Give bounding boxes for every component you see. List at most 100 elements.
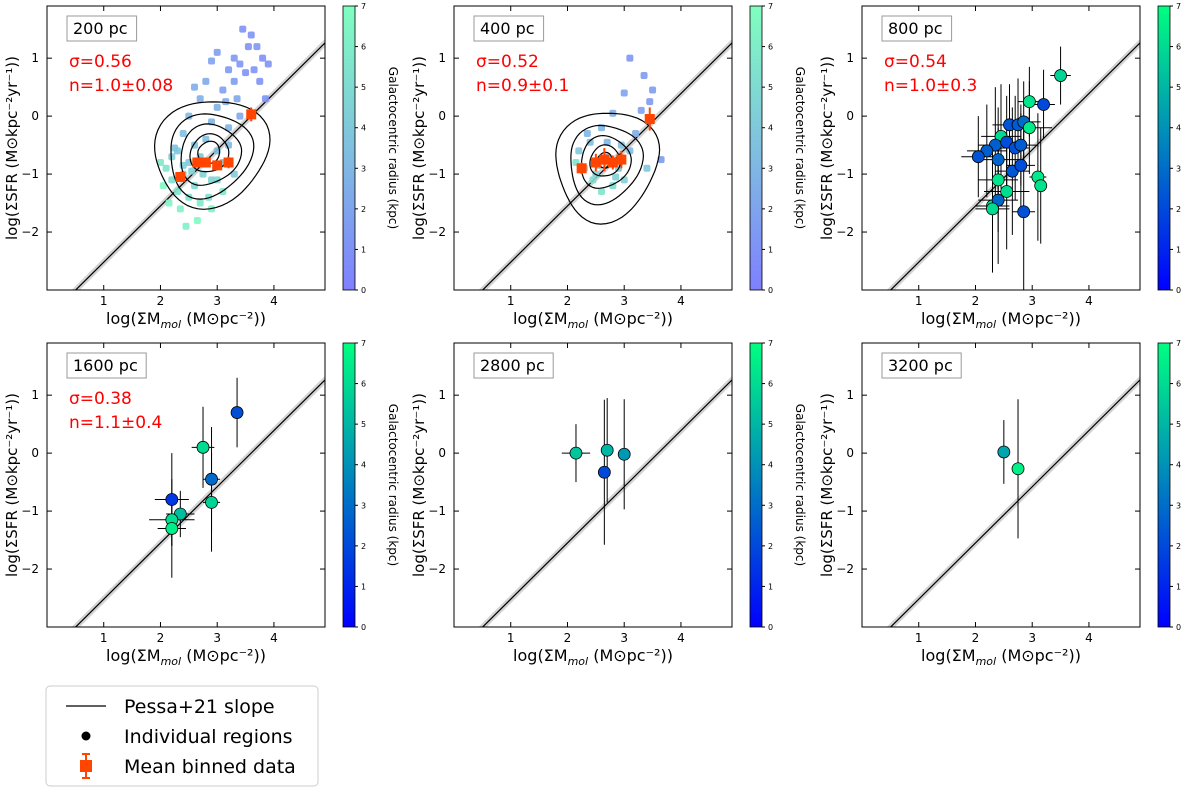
x-axis-label: log(ΣMmol (M⊙pc⁻²))	[106, 646, 266, 668]
y-tick-label: −1	[836, 167, 854, 181]
region-point	[230, 170, 238, 178]
region-point	[230, 54, 238, 62]
y-axis-label: log(ΣSFR (M⊙kpc⁻²yr⁻¹))	[3, 393, 21, 577]
colorbar-tick-label: 1	[768, 245, 773, 254]
colorbar-tick-label: 0	[768, 623, 773, 632]
plot-area	[886, 375, 1140, 627]
y-tick-label: 1	[438, 388, 446, 402]
sigma-annotation: σ=0.54	[884, 52, 947, 72]
density-contour	[570, 124, 645, 206]
region-point	[162, 164, 170, 172]
colorbar-tick-label: 1	[1176, 582, 1181, 591]
colorbar-tick-label: 3	[361, 164, 366, 173]
x-tick-label: 1	[507, 631, 515, 645]
slope-annotation: n=1.1±0.4	[69, 413, 162, 433]
region-point	[597, 465, 611, 479]
region-point	[230, 77, 238, 85]
region-point	[600, 443, 614, 457]
x-tick-label: 4	[1085, 294, 1093, 308]
y-tick-label: −1	[428, 167, 446, 181]
x-axis-label-units: (M⊙pc⁻²))	[588, 309, 673, 328]
region-point	[208, 57, 216, 65]
region-point	[259, 54, 267, 62]
x-tick-label: 1	[100, 294, 108, 308]
binned-mean-marker	[200, 157, 211, 168]
colorbar-tick-label: 3	[361, 501, 366, 510]
x-axis-label-units: (M⊙pc⁻²))	[181, 646, 266, 665]
legend-label: Pessa+21 slope	[124, 696, 275, 718]
y-axis-label: log(ΣSFR (M⊙kpc⁻²yr⁻¹))	[818, 56, 836, 240]
colorbar	[1157, 5, 1171, 291]
slope-uncertainty-band	[71, 375, 325, 627]
region-point	[575, 147, 583, 155]
scale-label-box	[473, 352, 554, 379]
colorbar-tick-label: 0	[361, 623, 366, 632]
colorbar-tick-label: 2	[361, 205, 366, 214]
scale-label: 200 pc	[73, 19, 128, 38]
colorbar-tick-label: 5	[361, 420, 366, 429]
colorbar-tick-label: 5	[361, 83, 366, 92]
colorbar-tick-label: 2	[768, 542, 773, 551]
region-point	[646, 98, 654, 106]
x-tick-label: 1	[507, 294, 515, 308]
sigma-annotation: σ=0.56	[69, 52, 132, 72]
binned-mean-marker	[590, 157, 601, 168]
slope-annotation: n=1.0±0.08	[69, 76, 173, 96]
colorbar-label: Galactocentric radius (kpc)	[793, 67, 807, 229]
x-axis-label-sub: mol	[161, 655, 182, 668]
colorbar-tick-label: 6	[361, 380, 366, 389]
binned-mean-marker	[175, 171, 186, 182]
y-tick-label: 1	[31, 388, 39, 402]
x-tick-label: 4	[677, 631, 685, 645]
region-point	[612, 173, 620, 181]
density-contour	[180, 123, 243, 186]
colorbar-tick-label: 6	[1176, 43, 1181, 52]
legend-dot-swatch	[81, 731, 91, 741]
region-point	[225, 141, 233, 149]
x-axis-label-main: log(ΣM	[921, 646, 976, 665]
region-point	[997, 445, 1011, 459]
binned-mean-marker	[223, 157, 234, 168]
plot-area	[71, 25, 325, 290]
colorbar-label: Galactocentric radius (kpc)	[386, 67, 400, 229]
region-point	[202, 77, 210, 85]
y-tick-label: 0	[846, 109, 854, 123]
region-point	[236, 60, 244, 68]
colorbar-tick-label: 4	[1176, 124, 1181, 133]
scale-label-box	[881, 15, 953, 42]
colorbar-tick-label: 5	[768, 420, 773, 429]
binned-mean-marker	[599, 154, 610, 165]
colorbar-tick-label: 5	[1176, 420, 1181, 429]
region-point	[219, 86, 227, 94]
region-point	[242, 69, 250, 77]
x-axis-label-sub: mol	[568, 318, 589, 331]
binned-mean-marker	[576, 163, 587, 174]
region-point	[256, 77, 264, 85]
x-tick-label: 1	[915, 631, 923, 645]
density-contour	[555, 112, 661, 225]
colorbar	[342, 342, 356, 628]
scale-label: 1600 pc	[73, 356, 138, 375]
region-point	[649, 86, 657, 94]
region-point	[213, 103, 221, 111]
region-point	[264, 60, 272, 68]
y-tick-label: 1	[438, 51, 446, 65]
x-tick-label: 4	[270, 294, 278, 308]
x-tick-label: 4	[270, 631, 278, 645]
axes-frame	[861, 342, 1141, 628]
x-axis-label: log(ΣMmol (M⊙pc⁻²))	[106, 309, 266, 331]
legend-label: Individual regions	[124, 726, 293, 748]
x-axis-label-main: log(ΣM	[921, 309, 976, 328]
region-point	[222, 98, 230, 106]
colorbar-tick-label: 6	[768, 380, 773, 389]
x-axis-label-main: log(ΣM	[106, 646, 161, 665]
y-tick-label: −1	[836, 504, 854, 518]
density-contour	[153, 101, 271, 210]
y-axis-label: log(ΣSFR (M⊙kpc⁻²yr⁻¹))	[818, 393, 836, 577]
scale-label-box	[66, 352, 147, 379]
y-tick-label: 0	[438, 109, 446, 123]
region-point	[632, 130, 640, 138]
region-point	[236, 112, 244, 120]
